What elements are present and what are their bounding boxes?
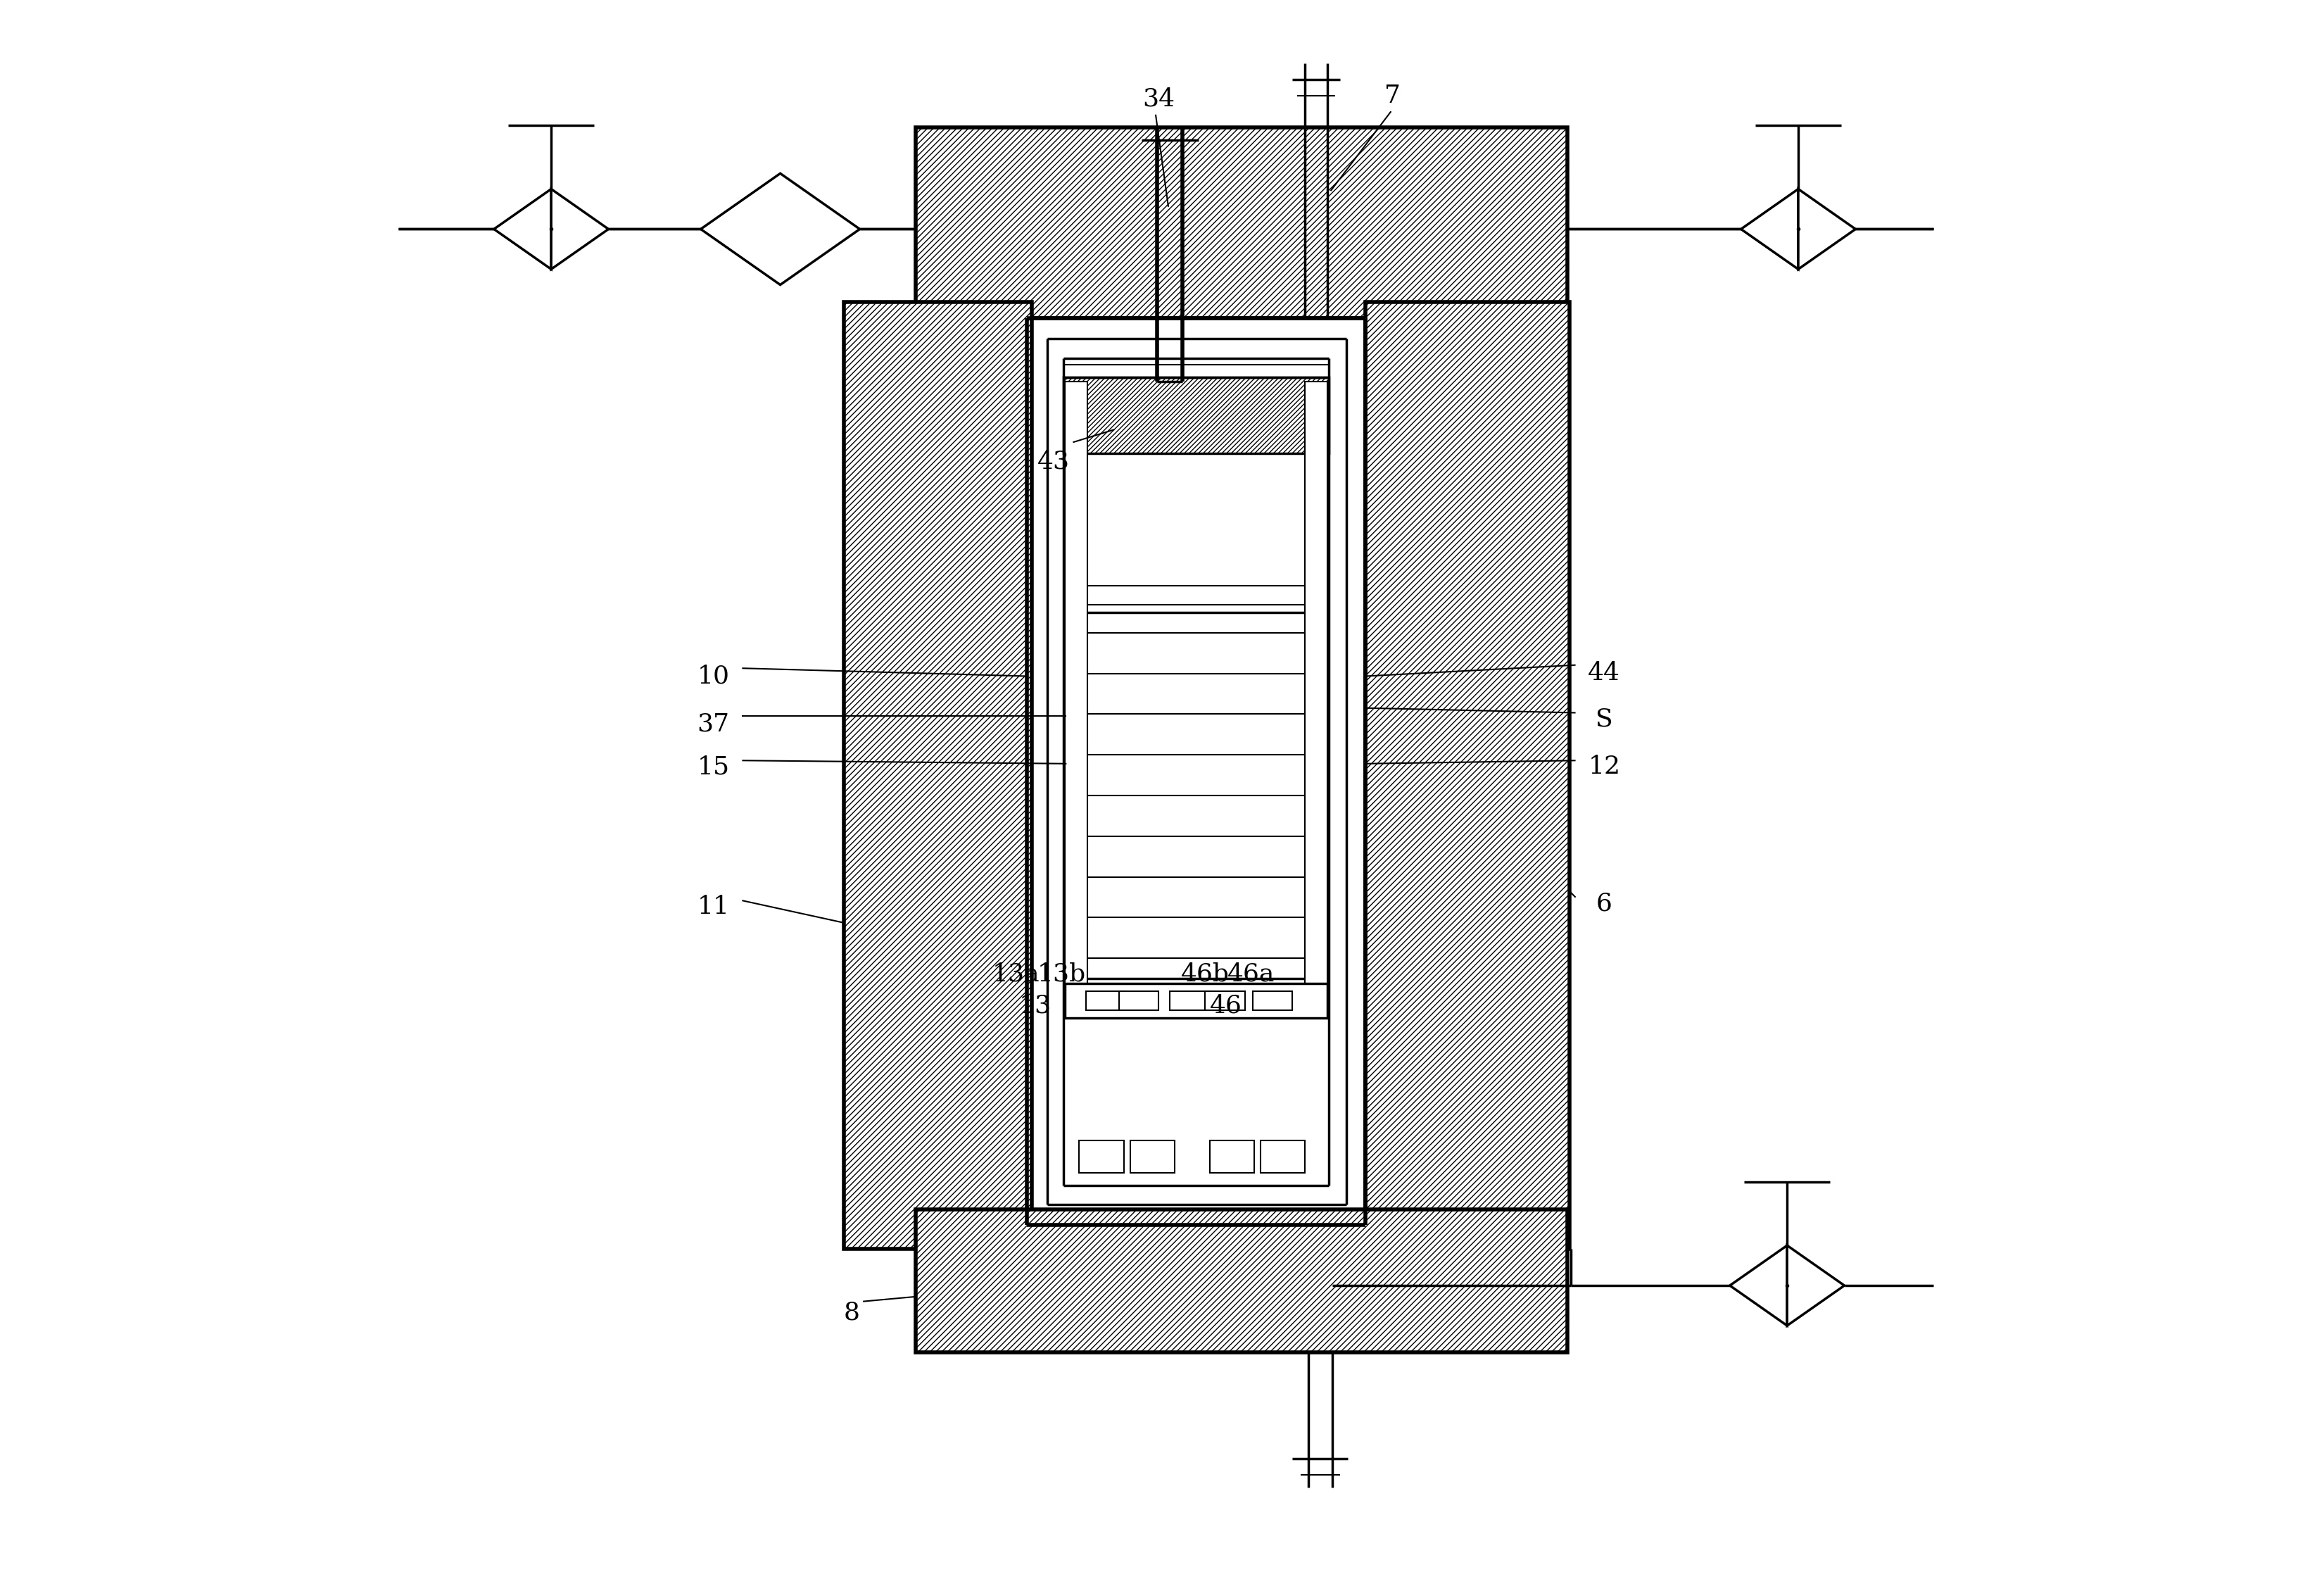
Text: 13a: 13a — [992, 961, 1039, 986]
Bar — [1260, 1141, 1306, 1173]
Bar — [1064, 983, 1327, 1018]
Bar — [1367, 302, 1569, 1249]
Bar — [1204, 991, 1246, 1010]
Text: 43: 43 — [1037, 449, 1069, 474]
Bar — [916, 1209, 1569, 1352]
Polygon shape — [551, 189, 609, 269]
Text: 7: 7 — [1385, 83, 1401, 108]
Text: 46: 46 — [1208, 993, 1241, 1018]
Text: 13b: 13b — [1037, 961, 1085, 986]
Bar — [844, 302, 1032, 1249]
Text: 46b: 46b — [1181, 961, 1229, 986]
Text: 44: 44 — [1587, 660, 1620, 686]
Text: 46a: 46a — [1227, 961, 1276, 986]
Text: 10: 10 — [697, 663, 730, 689]
Text: 12: 12 — [1587, 754, 1620, 780]
Text: 34: 34 — [1143, 86, 1176, 111]
Text: 13: 13 — [1018, 993, 1050, 1018]
Polygon shape — [495, 189, 551, 269]
Polygon shape — [1799, 189, 1855, 269]
Text: 6: 6 — [1597, 891, 1613, 916]
Bar — [1078, 1141, 1125, 1173]
Polygon shape — [1729, 1246, 1787, 1325]
Text: 8: 8 — [844, 1300, 860, 1325]
Bar — [1064, 377, 1329, 453]
Text: 11: 11 — [697, 894, 730, 920]
Bar — [1064, 382, 1088, 1002]
Bar — [916, 127, 1569, 318]
Text: S: S — [1597, 706, 1613, 732]
Bar — [1071, 585, 1320, 605]
Bar — [1069, 613, 1322, 978]
Text: 15: 15 — [697, 754, 730, 780]
Text: 37: 37 — [697, 711, 730, 737]
Bar — [1306, 382, 1327, 1002]
Polygon shape — [702, 173, 860, 285]
Bar — [1120, 991, 1160, 1010]
Polygon shape — [1787, 1246, 1845, 1325]
Bar — [1169, 991, 1211, 1010]
Polygon shape — [1741, 189, 1799, 269]
Bar — [1085, 991, 1125, 1010]
Bar — [1253, 991, 1292, 1010]
Bar — [1129, 1141, 1174, 1173]
Bar — [1211, 1141, 1255, 1173]
